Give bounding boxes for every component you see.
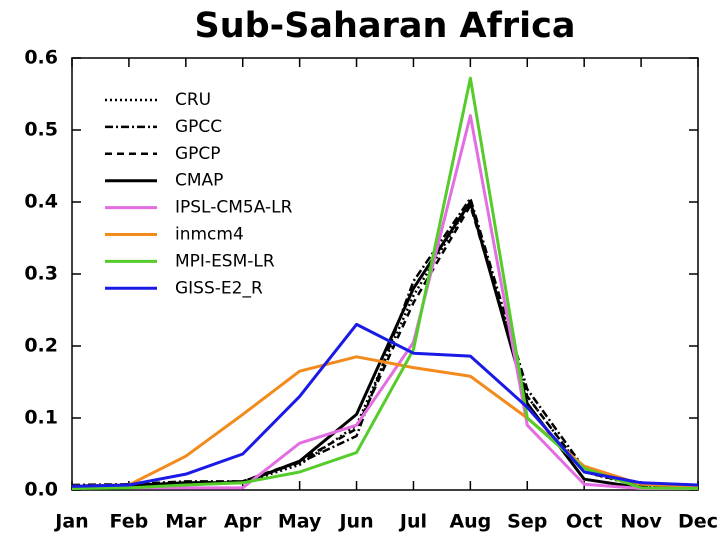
legend-label: GPCP [175,144,221,164]
chart-title: Sub-Saharan Africa [195,6,576,46]
legend-label: IPSL-CM5A-LR [175,198,293,218]
x-tick-label: Mar [165,511,207,533]
y-tick-label: 0.4 [24,191,58,213]
legend-label: inmcm4 [175,225,244,245]
legend-label: GPCC [175,117,222,137]
x-tick-label: May [278,511,322,533]
y-tick-label: 0.2 [24,335,58,357]
line-series [72,114,698,491]
y-tick-label: 0.1 [24,407,58,429]
x-tick-label: Oct [566,511,603,533]
line-series [71,200,699,491]
x-tick-label: Feb [110,511,149,533]
y-tick-label: 0.6 [24,47,58,69]
line-series [71,355,699,488]
y-tick-label: 0.3 [24,263,58,285]
x-tick-label: Sep [507,511,547,533]
plot-frame [71,57,699,491]
y-tick-label: 0.5 [24,119,58,141]
x-tick-label: Aug [449,511,491,533]
x-tick-label: Jul [398,511,427,533]
legend-label: GISS-E2_R [175,278,263,298]
line-series [71,76,699,491]
legend-label: MPI-ESM-LR [175,251,275,271]
x-tick-label: Dec [678,511,718,533]
y-tick-label: 0.0 [24,479,58,501]
x-tick-label: Jun [337,511,373,533]
x-tick-label: Jan [53,511,88,533]
line-series [71,197,699,489]
x-tick-label: Nov [620,511,662,533]
legend-label: CMAP [175,171,223,191]
line-series [71,204,699,489]
line-series [71,322,699,488]
x-tick-label: Apr [224,511,262,533]
legend-label: CRU [175,90,211,110]
line-series [71,200,699,490]
